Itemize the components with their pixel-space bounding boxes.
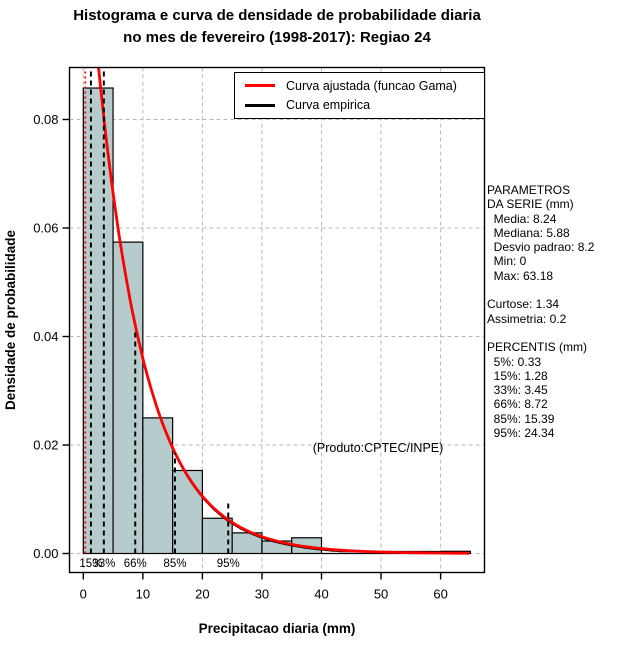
x-tick-label: 40 xyxy=(314,587,328,602)
y-tick-label: 0.00 xyxy=(33,546,58,561)
gamma-curve-line-swatch xyxy=(245,84,275,88)
percentile-label-33%: 33% xyxy=(92,558,115,570)
y-tick-label: 0.04 xyxy=(33,329,58,344)
percentile-label-85%: 85% xyxy=(163,558,186,570)
statistics-side-panel: PARAMETROS DA SERIE (mm) Media: 8.24 Med… xyxy=(487,183,595,441)
axes: 0 10 20 30 40 50 60 0.00 0.02 0.04 0.06 0.08 xyxy=(33,112,448,602)
legend-label-empirical: Curva empirica xyxy=(286,98,371,113)
x-axis-title: Precipitacao diaria (mm) xyxy=(198,621,356,636)
y-tick-label: 0.06 xyxy=(33,221,58,236)
histogram-bar xyxy=(172,469,203,555)
legend-item-empirical: Curva empirica xyxy=(235,98,484,112)
histogram-bars xyxy=(82,87,471,555)
chart-title-line2: no mes de fevereiro (1998-2017): Regiao … xyxy=(123,29,431,46)
legend-label-gamma: Curva ajustada (funcao Gama) xyxy=(286,78,457,93)
x-tick-label: 30 xyxy=(255,587,269,602)
x-tick-label: 60 xyxy=(433,587,447,602)
product-annotation: (Produto:CPTEC/INPE) xyxy=(312,441,444,455)
legend-box: Curva ajustada (funcao Gama) Curva empir… xyxy=(234,72,485,119)
percentile-label-15%: 15% xyxy=(79,558,102,570)
empirical-curve-line-swatch xyxy=(245,104,275,107)
x-tick-label: 0 xyxy=(80,587,87,602)
y-tick-label: 0.02 xyxy=(33,438,58,453)
percentile-label-95%: 95% xyxy=(217,558,240,570)
histogram-bar xyxy=(201,517,233,555)
x-tick-label: 20 xyxy=(195,587,209,602)
percentile-lines: 15%33% 66% 85% 95% xyxy=(79,67,240,570)
histogram-bar xyxy=(142,417,174,555)
y-axis-title: Densidade de probabilidade xyxy=(3,229,18,411)
gamma-fit-curve xyxy=(97,67,470,555)
x-tick-label: 10 xyxy=(136,587,150,602)
percentile-label-66%: 66% xyxy=(124,558,147,570)
chart-title-line1: Histograma e curva de densidade de proba… xyxy=(73,7,481,24)
y-tick-label: 0.08 xyxy=(33,112,58,127)
legend-item-gamma: Curva ajustada (funcao Gama) xyxy=(235,79,484,93)
x-tick-label: 50 xyxy=(374,587,388,602)
density-curves xyxy=(97,67,470,555)
plot-frame xyxy=(68,66,486,574)
